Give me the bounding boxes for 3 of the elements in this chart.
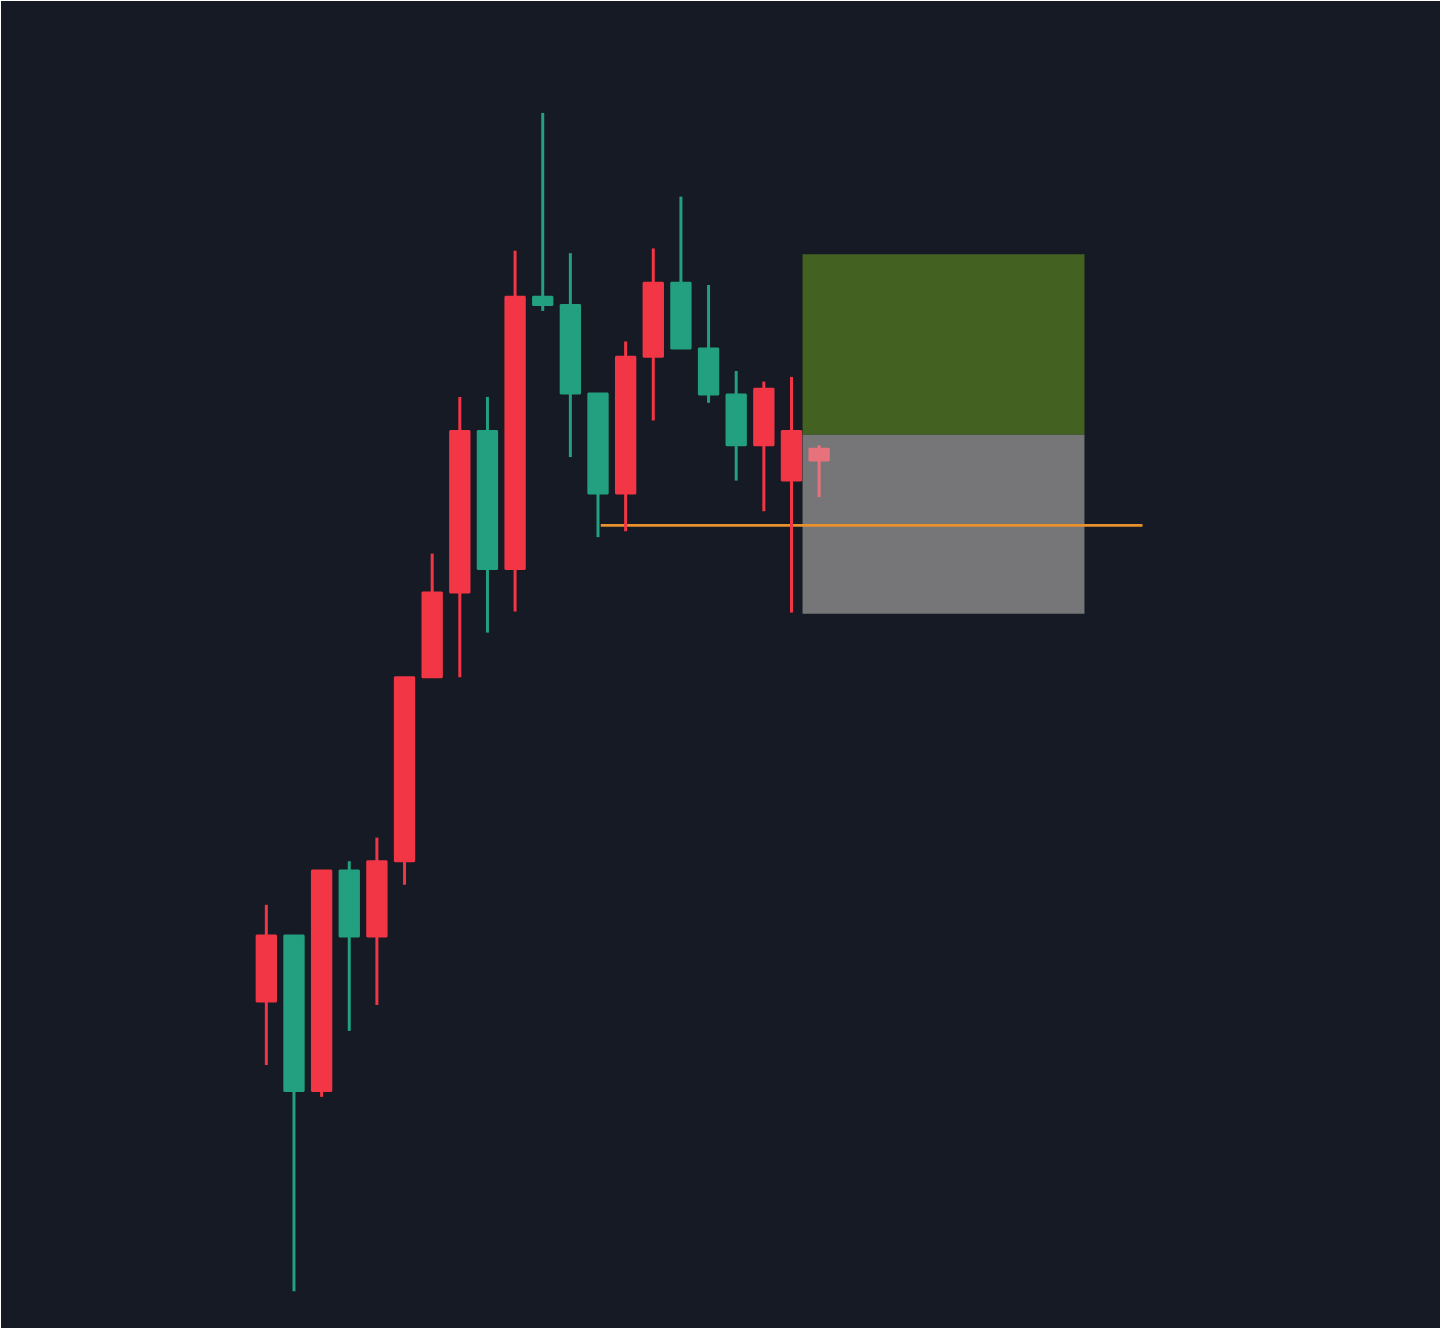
candlestick xyxy=(808,443,830,499)
candlestick xyxy=(697,283,720,405)
candlestick xyxy=(532,111,554,313)
